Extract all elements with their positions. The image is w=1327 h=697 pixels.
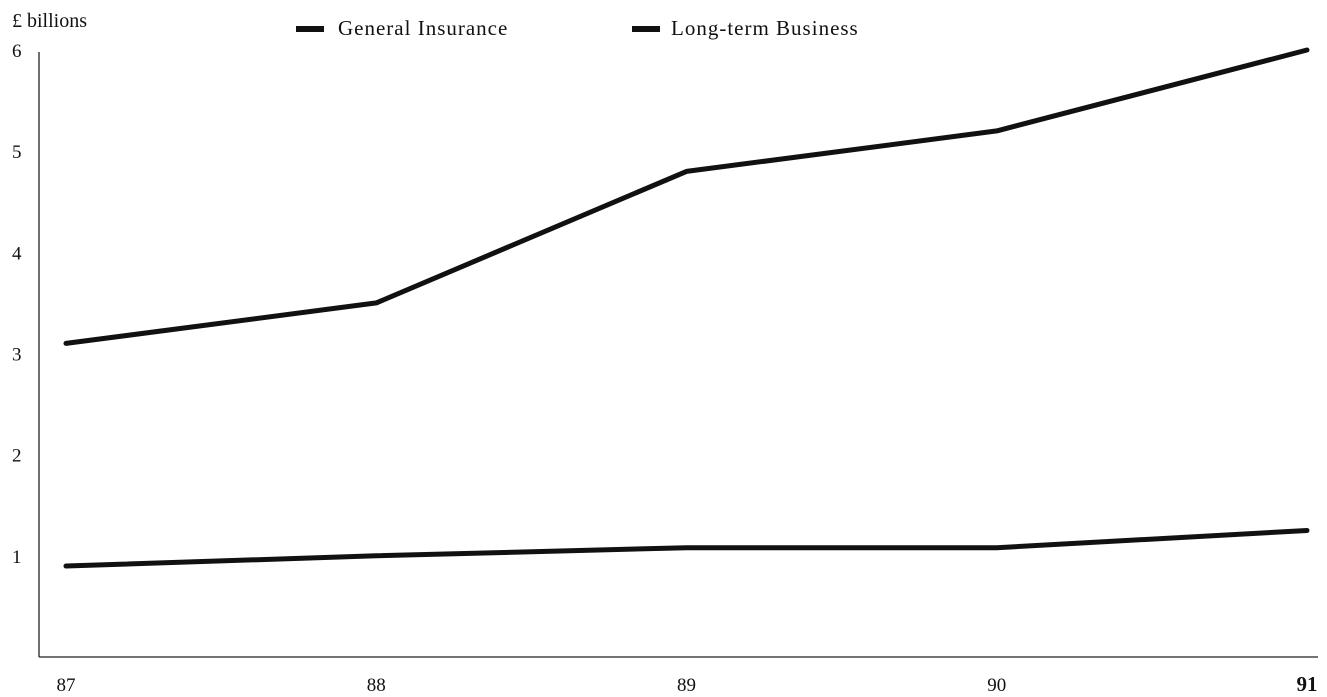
y-tick-labels: 1 2 3 4 5 6 [12,41,22,568]
legend-label-general-insurance: General Insurance [338,16,508,40]
x-tick-label: 87 [57,675,76,696]
series-lines [63,47,1310,569]
y-axis-label: £ billions [12,10,87,32]
x-tick-label: 90 [987,675,1006,696]
legend: General Insurance Long-term Business [296,16,859,40]
legend-label-long-term-business: Long-term Business [671,16,859,40]
y-tick-label: 4 [12,243,22,264]
x-tick-label: 89 [677,675,696,696]
x-tick-labels: 87 88 89 90 91 [57,672,1318,696]
y-tick-label: 5 [12,142,22,163]
y-tick-label: 6 [12,41,22,62]
x-tick-label: 91 [1297,672,1318,696]
series-line-long-term-business [63,528,1310,569]
y-tick-label: 1 [12,547,22,568]
y-tick-label: 3 [12,345,22,366]
series-line-general-insurance [63,47,1310,346]
y-tick-label: 2 [12,446,22,467]
x-tick-label: 88 [367,675,386,696]
